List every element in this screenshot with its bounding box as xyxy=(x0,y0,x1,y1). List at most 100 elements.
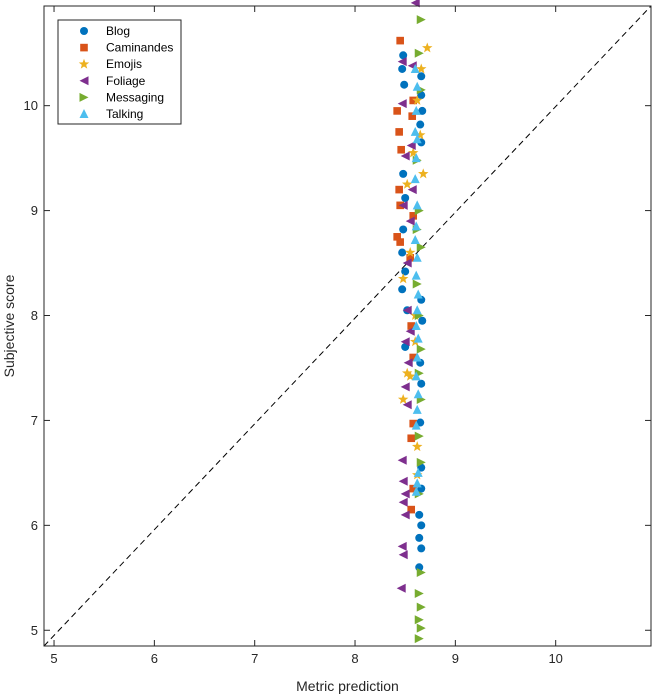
data-points xyxy=(393,0,433,644)
data-point xyxy=(416,457,426,467)
legend-marker xyxy=(78,58,90,69)
legend-label: Talking xyxy=(106,107,143,121)
legend-label: Foliage xyxy=(106,74,146,88)
data-point xyxy=(412,200,422,210)
data-point xyxy=(412,478,422,488)
data-point xyxy=(398,200,408,210)
data-point xyxy=(411,221,421,231)
y-tick-label: 5 xyxy=(31,623,38,638)
data-point xyxy=(412,441,423,452)
data-point xyxy=(411,321,421,330)
data-point xyxy=(412,404,422,414)
data-point xyxy=(398,248,407,257)
data-point xyxy=(397,145,405,154)
data-point xyxy=(417,72,426,81)
axis-ticks: 5 6 7 8 9 10 5 6 7 8 9 10 xyxy=(24,6,651,666)
data-point xyxy=(408,112,417,120)
legend-label: Emojis xyxy=(106,57,142,71)
legend-marker xyxy=(79,109,89,118)
data-point xyxy=(397,455,407,465)
data-point xyxy=(416,568,426,578)
data-point xyxy=(406,141,416,151)
data-point xyxy=(407,147,419,158)
data-point xyxy=(413,333,423,343)
data-point xyxy=(402,258,412,268)
data-point xyxy=(400,337,410,347)
data-point xyxy=(396,583,406,593)
series-talking xyxy=(410,63,423,496)
data-point xyxy=(409,353,418,362)
data-point xyxy=(395,128,403,136)
data-point xyxy=(399,51,408,60)
data-point xyxy=(414,431,424,441)
data-point xyxy=(397,393,409,404)
legend-box xyxy=(57,19,182,125)
data-point xyxy=(404,247,416,258)
data-point xyxy=(411,153,421,163)
data-point xyxy=(416,602,426,612)
data-point xyxy=(417,521,426,530)
data-point xyxy=(412,81,422,91)
legend-label: Blog xyxy=(106,24,130,38)
data-point xyxy=(396,238,404,246)
data-point xyxy=(410,63,420,73)
data-point xyxy=(395,185,403,194)
legend-label: Caminandes xyxy=(106,41,173,55)
data-point xyxy=(411,270,421,280)
x-axis-label: Metric prediction xyxy=(296,678,399,694)
y-tick-label: 6 xyxy=(31,518,38,533)
data-point xyxy=(416,242,426,252)
x-tick-label: 10 xyxy=(548,651,562,666)
data-point xyxy=(416,15,426,25)
data-point xyxy=(407,322,416,330)
y-tick-label: 7 xyxy=(31,413,38,428)
data-point xyxy=(409,212,418,220)
data-point xyxy=(414,589,424,599)
data-point xyxy=(400,489,410,499)
data-point xyxy=(401,367,413,378)
data-point xyxy=(397,99,407,109)
data-point xyxy=(407,505,416,514)
data-point xyxy=(396,36,404,45)
series-foliage xyxy=(396,0,420,593)
data-point xyxy=(417,544,426,553)
data-point xyxy=(398,550,408,560)
data-point xyxy=(411,420,421,430)
data-point xyxy=(400,80,409,89)
data-point xyxy=(415,533,424,542)
data-point xyxy=(400,151,410,161)
data-point xyxy=(397,57,407,67)
data-point xyxy=(398,285,407,294)
data-point xyxy=(398,497,408,507)
data-point xyxy=(412,279,422,289)
data-point xyxy=(407,434,416,443)
data-point xyxy=(412,134,422,144)
data-point xyxy=(411,371,421,381)
data-point xyxy=(413,389,423,399)
data-point xyxy=(414,634,424,644)
data-point xyxy=(411,105,421,115)
y-tick-label: 9 xyxy=(31,203,38,218)
data-point xyxy=(407,185,417,195)
data-point xyxy=(416,418,425,427)
legend-marker xyxy=(79,92,89,102)
y-tick-label: 8 xyxy=(31,308,38,323)
data-point xyxy=(416,120,425,129)
series-caminandes xyxy=(393,36,418,514)
data-point xyxy=(397,273,409,284)
legend-marker xyxy=(80,27,88,35)
y-axis-label: Subjective score xyxy=(1,274,17,377)
data-point xyxy=(416,623,426,633)
data-point xyxy=(409,419,418,428)
data-point xyxy=(418,106,427,115)
data-point xyxy=(410,234,420,244)
data-point xyxy=(400,382,410,392)
data-point xyxy=(412,352,422,362)
data-point xyxy=(412,94,423,105)
data-point xyxy=(404,370,416,381)
data-point xyxy=(399,225,408,234)
x-tick-label: 8 xyxy=(351,651,358,666)
data-point xyxy=(405,216,415,226)
data-point xyxy=(416,344,426,354)
